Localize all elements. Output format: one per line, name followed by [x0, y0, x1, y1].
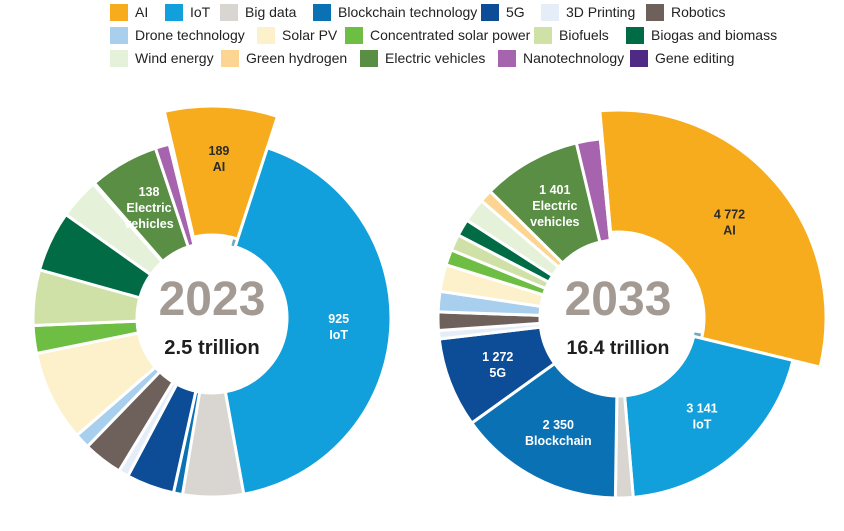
legend-label: Robotics [671, 4, 726, 20]
slice-label: vehicles [530, 215, 579, 229]
legend-label: 5G [506, 4, 525, 20]
slice-ai [598, 108, 828, 369]
slice-label: 5G [489, 366, 506, 380]
legend-label: Green hydrogen [246, 50, 348, 66]
slice-label: 138 [139, 185, 160, 199]
legend-label: Wind energy [135, 50, 214, 66]
legend-label: Biofuels [559, 27, 609, 43]
legend-label: Biogas and biomass [651, 27, 778, 43]
chart-subtitle: 2.5 trillion [164, 337, 260, 359]
slice-label: vehicles [124, 217, 173, 231]
legend-swatch [498, 49, 516, 67]
legend-swatch [534, 26, 552, 44]
legend-swatch [110, 3, 128, 21]
legend-swatch [110, 26, 128, 44]
slice-label: 1 401 [539, 183, 570, 197]
legend-swatch [626, 26, 644, 44]
slice-label: IoT [329, 328, 348, 342]
legend-swatch [165, 3, 183, 21]
slice-label: Blockchain [525, 434, 592, 448]
legend-label: IoT [190, 4, 211, 20]
slice-label: AI [213, 160, 226, 174]
slice-label: Electric [532, 199, 577, 213]
slice-label: IoT [693, 417, 712, 431]
legend-swatch [345, 26, 363, 44]
legend-swatch [313, 3, 331, 21]
legend-swatch [257, 26, 275, 44]
slice-label: Electric [126, 201, 171, 215]
legend-swatch [481, 3, 499, 21]
chart-title: 2023 [159, 273, 266, 326]
legend-swatch [360, 49, 378, 67]
slice-label: 189 [209, 144, 230, 158]
slice-label: 4 772 [714, 208, 745, 222]
slice-label: AI [723, 224, 736, 238]
chart-subtitle: 16.4 trillion [567, 337, 670, 359]
legend-label: Nanotechnology [523, 50, 625, 66]
legend-swatch [110, 49, 128, 67]
legend-label: Gene editing [655, 50, 735, 66]
legend-item: Solar PV [257, 26, 337, 44]
slice-gene-editing [167, 142, 197, 247]
legend-swatch [630, 49, 648, 67]
legend-label: Drone technology [135, 27, 245, 43]
donut-2033: 4 772 AI 3 141 IoT 2 350 Blockchain 1 272 5G 1 4… [436, 108, 828, 500]
slice-label: 3 141 [686, 401, 717, 415]
legend-item: Wind energy [110, 49, 214, 67]
legend-swatch [220, 3, 238, 21]
legend-swatch [646, 3, 664, 21]
legend-label: AI [135, 4, 149, 20]
legend-label: Blockchain technology [338, 4, 478, 20]
legend-swatch [541, 3, 559, 21]
legend-label: Concentrated solar power [370, 27, 531, 43]
slice-iot [623, 334, 795, 499]
legend-label: Big data [245, 4, 297, 20]
legend-item: Concentrated solar power [345, 26, 530, 44]
legend-item: Biofuels [534, 26, 609, 44]
legend-item: IoT [165, 3, 210, 21]
legend-swatch [221, 49, 239, 67]
slice-label: 2 350 [543, 418, 574, 432]
chart-title: 2033 [565, 273, 672, 326]
legend-item: Blockchain technology [313, 3, 477, 21]
legend-item: 5G [481, 3, 525, 21]
legend-item: Robotics [646, 3, 725, 21]
legend-label: Solar PV [282, 27, 338, 43]
slice-label: 925 [328, 312, 349, 326]
slice-label: 1 272 [482, 350, 513, 364]
slice-iot [223, 146, 393, 496]
legend-label: Electric vehicles [385, 50, 486, 66]
legend-item: Drone technology [110, 26, 245, 44]
legend-item: AI [110, 3, 148, 21]
legend-item: 3D Printing [541, 3, 635, 21]
legend-item: Electric vehicles [360, 49, 485, 67]
legend-item: Biogas and biomass [626, 26, 777, 44]
legend-item: Big data [220, 3, 296, 21]
legend-item: Green hydrogen [221, 49, 347, 67]
donut-2023: 189 AI 925 IoT 138 Electric vehicles 2023 2.5 tr… [31, 104, 393, 499]
slice-ai [162, 104, 280, 241]
legend-item: Nanotechnology [498, 49, 624, 67]
legend-label: 3D Printing [566, 4, 636, 20]
slice-gene-editing [598, 137, 613, 242]
legend-item: Gene editing [630, 49, 734, 67]
legend: AI IoT Big data Blockchain technology 5G 3D P… [0, 0, 844, 75]
